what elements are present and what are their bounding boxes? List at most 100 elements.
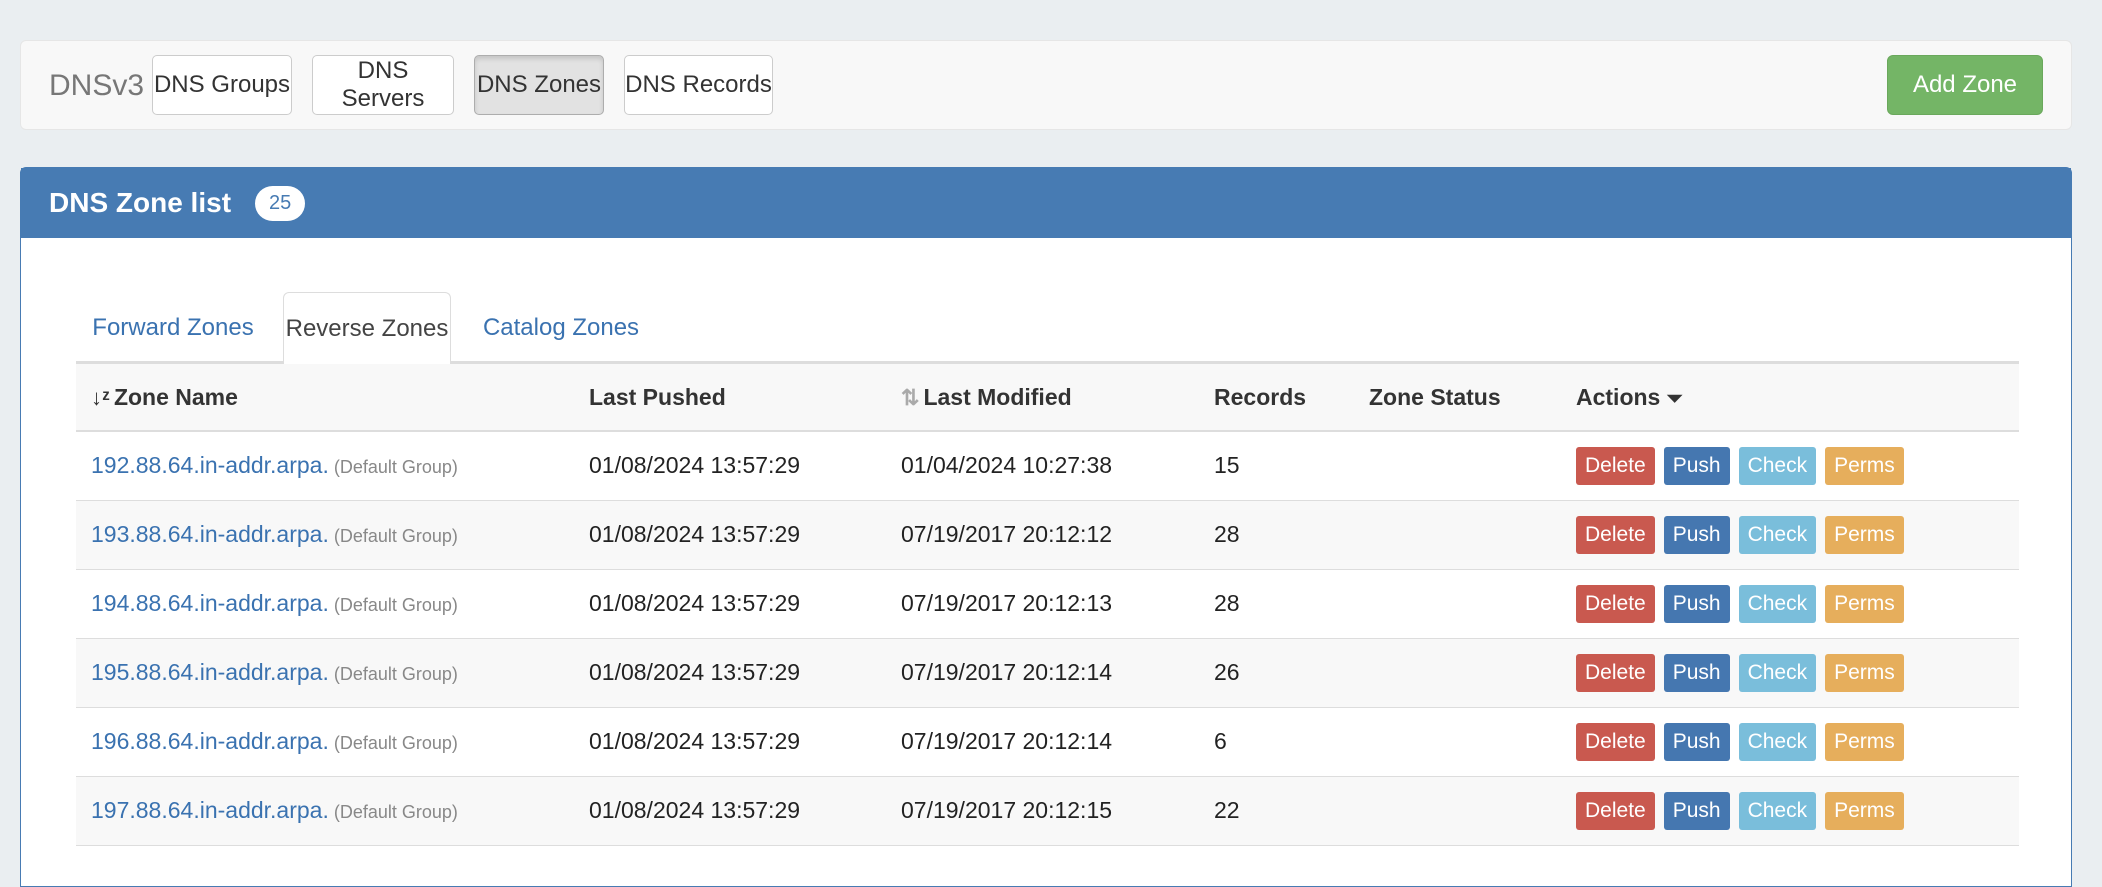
- zone-tabs: Forward Zones Reverse Zones Catalog Zone…: [76, 292, 2019, 367]
- brand: DNSv3: [49, 69, 145, 102]
- col-records[interactable]: Records: [1214, 364, 1369, 432]
- nav-dns-zones[interactable]: DNS Zones: [474, 55, 604, 115]
- delete-button[interactable]: Delete: [1576, 653, 1655, 692]
- col-last-pushed[interactable]: Last Pushed: [589, 364, 901, 432]
- actions-cell: Delete Push Check Perms: [1576, 707, 2019, 777]
- records-count: 15: [1214, 431, 1369, 501]
- zone-link[interactable]: 196.88.64.in-addr.arpa.: [91, 728, 329, 754]
- last-pushed: 01/08/2024 13:57:29: [589, 431, 901, 501]
- zone-status: [1369, 500, 1576, 570]
- push-button[interactable]: Push: [1663, 653, 1730, 692]
- records-count: 28: [1214, 500, 1369, 570]
- check-button[interactable]: Check: [1738, 653, 1817, 692]
- top-navbar: DNSv3 DNS Groups DNS Servers DNS Zones D…: [20, 40, 2072, 130]
- zone-group: (Default Group): [333, 802, 458, 822]
- check-button[interactable]: Check: [1738, 791, 1817, 830]
- last-pushed: 01/08/2024 13:57:29: [589, 569, 901, 639]
- nav-dns-records[interactable]: DNS Records: [624, 55, 773, 115]
- perms-button[interactable]: Perms: [1825, 446, 1904, 485]
- last-pushed: 01/08/2024 13:57:29: [589, 500, 901, 570]
- records-count: 26: [1214, 638, 1369, 708]
- col-last-modified[interactable]: ⇅ Last Modified: [901, 364, 1214, 432]
- zone-group: (Default Group): [333, 733, 458, 753]
- records-count: 28: [1214, 569, 1369, 639]
- zone-name-cell: 192.88.64.in-addr.arpa. (Default Group): [76, 431, 589, 501]
- zone-count-badge: 25: [255, 185, 306, 221]
- delete-button[interactable]: Delete: [1576, 791, 1655, 830]
- zone-list-panel: DNS Zone list 25 Forward Zones Reverse Z…: [20, 167, 2072, 887]
- perms-button[interactable]: Perms: [1825, 584, 1904, 623]
- push-button[interactable]: Push: [1663, 584, 1730, 623]
- actions-cell: Delete Push Check Perms: [1576, 638, 2019, 708]
- table-row: 195.88.64.in-addr.arpa. (Default Group) 0…: [76, 638, 2019, 708]
- zone-name-cell: 196.88.64.in-addr.arpa. (Default Group): [76, 707, 589, 777]
- table-row: 196.88.64.in-addr.arpa. (Default Group) 0…: [76, 707, 2019, 777]
- last-pushed: 01/08/2024 13:57:29: [589, 638, 901, 708]
- table-row: 197.88.64.in-addr.arpa. (Default Group) 0…: [76, 776, 2019, 846]
- push-button[interactable]: Push: [1663, 446, 1730, 485]
- table-row: 193.88.64.in-addr.arpa. (Default Group) 0…: [76, 500, 2019, 570]
- zone-name-cell: 195.88.64.in-addr.arpa. (Default Group): [76, 638, 589, 708]
- zone-name-cell: 197.88.64.in-addr.arpa. (Default Group): [76, 776, 589, 846]
- zone-group: (Default Group): [333, 526, 458, 546]
- sort-icon[interactable]: ⇅: [901, 384, 920, 410]
- col-zone-name[interactable]: ↓ᶻ Zone Name: [76, 364, 589, 432]
- push-button[interactable]: Push: [1663, 515, 1730, 554]
- push-button[interactable]: Push: [1663, 722, 1730, 761]
- check-button[interactable]: Check: [1738, 722, 1817, 761]
- panel-header: DNS Zone list 25: [21, 168, 2071, 238]
- panel-title: DNS Zone list: [49, 187, 232, 218]
- zone-name-cell: 193.88.64.in-addr.arpa. (Default Group): [76, 500, 589, 570]
- actions-cell: Delete Push Check Perms: [1576, 569, 2019, 639]
- zone-status: [1369, 569, 1576, 639]
- zone-status: [1369, 707, 1576, 777]
- perms-button[interactable]: Perms: [1825, 722, 1904, 761]
- delete-button[interactable]: Delete: [1576, 584, 1655, 623]
- col-zone-status[interactable]: Zone Status: [1369, 364, 1576, 432]
- zone-link[interactable]: 192.88.64.in-addr.arpa.: [91, 452, 329, 479]
- nav-dns-groups[interactable]: DNS Groups: [152, 55, 292, 115]
- perms-button[interactable]: Perms: [1825, 515, 1904, 554]
- table-row: 194.88.64.in-addr.arpa. (Default Group) 0…: [76, 569, 2019, 639]
- zone-table: ↓ᶻ Zone Name Last Pushed ⇅ Last Modified R…: [76, 364, 2019, 846]
- zone-group: (Default Group): [333, 457, 458, 478]
- last-pushed: 01/08/2024 13:57:29: [589, 776, 901, 846]
- records-count: 22: [1214, 776, 1369, 846]
- sort-alpha-icon[interactable]: ↓ᶻ: [91, 384, 110, 410]
- tab-catalog-zones[interactable]: Catalog Zones: [482, 314, 640, 341]
- delete-button[interactable]: Delete: [1576, 446, 1655, 485]
- table-row: 192.88.64.in-addr.arpa. (Default Group) 0…: [76, 431, 2019, 501]
- actions-cell: Delete Push Check Perms: [1576, 776, 2019, 846]
- last-modified: 01/04/2024 10:27:38: [901, 431, 1214, 501]
- zone-link[interactable]: 193.88.64.in-addr.arpa.: [91, 521, 329, 547]
- check-button[interactable]: Check: [1738, 515, 1817, 554]
- check-button[interactable]: Check: [1738, 446, 1817, 485]
- zone-link[interactable]: 195.88.64.in-addr.arpa.: [91, 659, 329, 685]
- filter-icon[interactable]: ⏷: [1666, 387, 1683, 410]
- last-modified: 07/19/2017 20:12:15: [901, 776, 1214, 846]
- zone-status: [1369, 431, 1576, 501]
- delete-button[interactable]: Delete: [1576, 515, 1655, 554]
- actions-cell: Delete Push Check Perms: [1576, 431, 2019, 501]
- zone-name-cell: 194.88.64.in-addr.arpa. (Default Group): [76, 569, 589, 639]
- zone-link[interactable]: 194.88.64.in-addr.arpa.: [91, 590, 329, 616]
- actions-cell: Delete Push Check Perms: [1576, 500, 2019, 570]
- zone-link[interactable]: 197.88.64.in-addr.arpa.: [91, 797, 329, 823]
- nav-dns-servers[interactable]: DNS Servers: [312, 55, 454, 115]
- perms-button[interactable]: Perms: [1825, 653, 1904, 692]
- delete-button[interactable]: Delete: [1576, 722, 1655, 761]
- zone-status: [1369, 638, 1576, 708]
- records-count: 6: [1214, 707, 1369, 777]
- zone-group: (Default Group): [333, 664, 458, 684]
- perms-button[interactable]: Perms: [1825, 791, 1904, 830]
- last-modified: 07/19/2017 20:12:13: [901, 569, 1214, 639]
- last-modified: 07/19/2017 20:12:12: [901, 500, 1214, 570]
- tab-reverse-zones[interactable]: Reverse Zones: [283, 292, 451, 367]
- last-modified: 07/19/2017 20:12:14: [901, 638, 1214, 708]
- tab-forward-zones[interactable]: Forward Zones: [92, 314, 254, 341]
- zone-status: [1369, 776, 1576, 846]
- push-button[interactable]: Push: [1663, 791, 1730, 830]
- add-zone-button[interactable]: Add Zone: [1887, 55, 2043, 115]
- last-pushed: 01/08/2024 13:57:29: [589, 707, 901, 777]
- check-button[interactable]: Check: [1738, 584, 1817, 623]
